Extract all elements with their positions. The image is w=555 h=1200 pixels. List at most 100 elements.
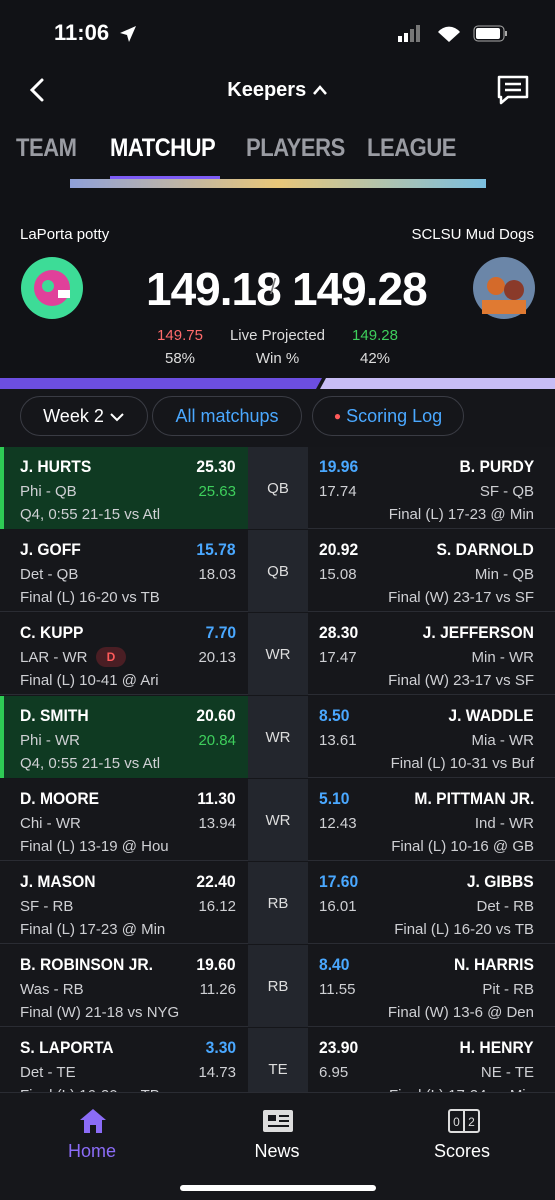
player-score: 22.40 <box>196 872 236 891</box>
league-name[interactable]: Keepers <box>227 79 307 101</box>
position-column <box>248 945 308 1027</box>
week-selector[interactable]: Week 2 <box>20 396 148 436</box>
player-team: Det - TE <box>20 1064 76 1081</box>
game-status: Final (L) 17-23 @ Min <box>20 921 166 938</box>
player-name[interactable]: J. WADDLE <box>448 706 534 725</box>
win-label: Win % <box>255 350 300 367</box>
scoring-log-button[interactable]: ● Scoring Log <box>312 396 464 436</box>
scoring-log-label[interactable]: Scoring Log <box>346 406 443 426</box>
player-name[interactable]: J. GIBBS <box>467 872 534 891</box>
game-status: Final (L) 16-20 vs TB <box>20 589 160 606</box>
player-score: 19.60 <box>196 955 236 974</box>
all-matchups-button[interactable]: All matchups <box>152 396 302 436</box>
player-team: Pit - RB <box>482 981 534 998</box>
tab[interactable]: TEAM <box>16 134 77 162</box>
player-name[interactable]: B. ROBINSON JR. <box>20 955 153 974</box>
position: RB <box>267 978 289 995</box>
player-team: Mia - WR <box>471 732 535 749</box>
player-team: SF - QB <box>479 483 534 500</box>
player-name[interactable]: J. GOFF <box>20 540 81 559</box>
player-name[interactable]: N. HARRIS <box>454 955 534 974</box>
player-name[interactable]: D. SMITH <box>20 706 89 725</box>
status-icons <box>398 25 507 42</box>
player-score: 3.30 <box>205 1038 236 1057</box>
position-column <box>248 862 308 944</box>
position: QB <box>267 563 289 580</box>
player-team: Was - RB <box>20 981 84 998</box>
position: WR <box>265 812 291 829</box>
game-status: Q4, 0:55 21-15 vs Atl <box>20 755 161 772</box>
matchup-row[interactable]: WR D. MOORE 11.30 Chi - WR 13.94 Final (L) 13… <box>0 779 555 861</box>
game-status: Q4, 0:55 21-15 vs Atl <box>20 506 161 523</box>
projected: 15.08 <box>319 566 357 583</box>
position: RB <box>267 895 289 912</box>
projected: 12.43 <box>319 815 357 832</box>
projected: 13.61 <box>319 732 357 749</box>
live-highlight <box>0 696 248 778</box>
tab-underline <box>110 176 220 179</box>
player-name[interactable]: S. DARNOLD <box>436 540 534 559</box>
player-name[interactable]: J. MASON <box>20 872 96 891</box>
game-status: Final (L) 16-20 vs TB <box>394 921 534 938</box>
svg-text:0: 0 <box>453 1115 460 1129</box>
win-right: 42% <box>359 350 391 367</box>
nav-home[interactable]: Home <box>67 1141 116 1161</box>
player-score: 8.50 <box>319 706 350 725</box>
player-score: 17.60 <box>319 872 359 891</box>
player-name[interactable]: S. LAPORTA <box>20 1038 114 1057</box>
tab[interactable]: MATCHUP <box>110 134 216 162</box>
matchup-row[interactable]: RB B. ROBINSON JR. 19.60 Was - RB 11.26 Final… <box>0 945 555 1027</box>
home-icon[interactable] <box>78 1107 108 1135</box>
win-left: 58% <box>164 350 196 367</box>
player-team: NE - TE <box>480 1064 534 1081</box>
nav-news[interactable]: News <box>254 1141 300 1161</box>
clock: 11:06 <box>54 20 110 45</box>
position: WR <box>265 729 291 746</box>
game-status: Final (L) 10-41 @ Ari <box>20 672 159 689</box>
matchup-row[interactable]: RB J. MASON 22.40 SF - RB 16.12 Final (L) 17-… <box>0 862 555 944</box>
position: QB <box>267 480 289 497</box>
player-team: Det - QB <box>20 566 79 583</box>
live-dot: ● <box>333 409 342 423</box>
score-divider: / <box>270 274 277 299</box>
position-column <box>248 447 308 529</box>
player-name[interactable]: J. JEFFERSON <box>422 623 534 642</box>
position-column <box>248 696 308 778</box>
player-name[interactable]: D. MOORE <box>20 789 100 808</box>
week-label[interactable]: Week 2 <box>43 406 104 426</box>
player-score: 5.10 <box>319 789 350 808</box>
player-team: LAR - WR <box>20 649 88 666</box>
league-title[interactable]: Keepers <box>0 79 555 102</box>
player-name[interactable]: B. PURDY <box>459 457 534 476</box>
nav-scores[interactable]: Scores <box>433 1141 491 1161</box>
position: TE <box>268 1061 288 1078</box>
matchup-row[interactable]: QB J. GOFF 15.78 Det - QB 18.03 Final (L) 16-… <box>0 530 555 612</box>
player-team: Chi - WR <box>20 815 81 832</box>
location-icon <box>120 26 136 42</box>
player-name[interactable]: J. HURTS <box>20 457 92 476</box>
news-icon[interactable] <box>262 1109 294 1133</box>
projected: 20.84 <box>198 732 236 749</box>
live-highlight <box>0 447 248 529</box>
matchup-row[interactable]: WR D. SMITH 20.60 Phi - WR 20.84 Q4, 0:55 21-… <box>0 696 555 778</box>
game-status: Final (W) 13-6 @ Den <box>387 1004 534 1021</box>
player-score: 11.30 <box>197 789 236 808</box>
game-status: Final (L) 10-31 vs Buf <box>390 755 534 772</box>
matchup-row[interactable]: WR C. KUPP 7.70 LAR - WR D 20.13 Final (L) 10-… <box>0 613 555 695</box>
projected: 25.63 <box>198 483 236 500</box>
player-team: Phi - QB <box>20 483 77 500</box>
back-button[interactable] <box>26 76 50 104</box>
projected: 13.94 <box>198 815 236 832</box>
player-name[interactable]: M. PITTMAN JR. <box>414 789 534 808</box>
chat-button[interactable] <box>496 74 530 106</box>
matchup-row[interactable]: QB J. HURTS 25.30 Phi - QB 25.63 Q4, 0:55 21-… <box>0 447 555 529</box>
tab[interactable]: PLAYERS <box>246 134 345 162</box>
player-name[interactable]: C. KUPP <box>20 623 84 642</box>
tab[interactable]: LEAGUE <box>367 134 457 162</box>
projected-right: 149.28 <box>352 327 398 344</box>
player-name[interactable]: H. HENRY <box>459 1038 534 1057</box>
